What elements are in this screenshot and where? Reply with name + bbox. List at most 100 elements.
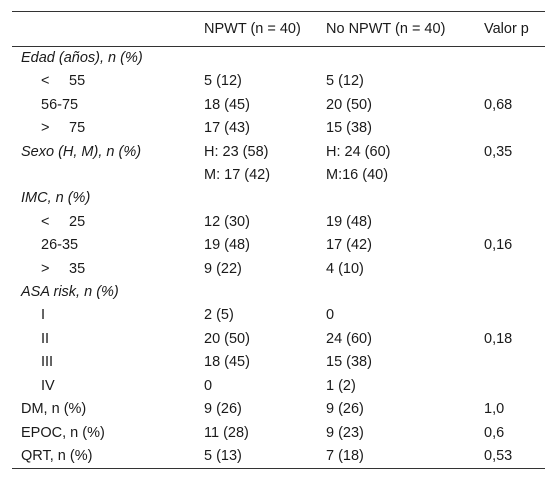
- cell-p-value: 0,35: [484, 143, 513, 160]
- row-label-text: 55: [69, 73, 86, 90]
- row-label-text: IMC, n (%): [21, 190, 91, 207]
- cell-npwt: M: 17 (42): [204, 167, 271, 184]
- comparison-symbol: >: [41, 260, 50, 277]
- row-label-text: DM, n (%): [21, 401, 87, 418]
- cell-no-npwt: 7 (18): [326, 447, 364, 464]
- row-label: >35: [12, 258, 195, 281]
- row-label: <55: [12, 70, 195, 93]
- cell-p-value: [479, 187, 545, 210]
- table-header: NPWT (n = 40) No NPWT (n = 40) Valor p: [12, 11, 545, 47]
- row-label: III: [12, 351, 195, 374]
- row-label: Edad (años), n (%): [12, 47, 195, 71]
- cell-p-value: [479, 258, 545, 281]
- cell-p-value: [479, 281, 545, 304]
- cell-no-npwt: 9 (26): [326, 401, 364, 418]
- cell-p-value: 1,0: [484, 401, 505, 418]
- cell-no-npwt: M:16 (40): [326, 167, 389, 184]
- table-row: I 2 (5) 0: [12, 304, 545, 327]
- header-no-npwt: No NPWT (n = 40): [326, 21, 446, 37]
- cell-npwt: 18 (45): [204, 354, 250, 371]
- cell-no-npwt: 15 (38): [326, 120, 372, 137]
- cell-p-value: 0,6: [484, 424, 505, 441]
- row-label: QRT, n (%): [12, 445, 195, 469]
- table-row: 56-75 18 (45) 20 (50) 0,68: [12, 94, 545, 117]
- cell-no-npwt: 15 (38): [326, 354, 372, 371]
- cell-p-value: 0,18: [484, 330, 513, 347]
- table-row: III 18 (45) 15 (38): [12, 351, 545, 374]
- cell-no-npwt: 1 (2): [326, 377, 356, 394]
- cell-p-value: [479, 47, 545, 71]
- cell-p-value: [479, 375, 545, 398]
- row-label-text: Edad (años), n (%): [21, 50, 143, 66]
- row-label-text: 56-75: [41, 96, 79, 113]
- cell-npwt: [195, 47, 323, 71]
- cell-npwt: 2 (5): [204, 307, 234, 324]
- cell-p-value: 0,53: [484, 447, 513, 464]
- table-row: >75 17 (43) 15 (38): [12, 117, 545, 140]
- table-row: <55 5 (12) 5 (12): [12, 70, 545, 93]
- cell-p-value: [479, 164, 545, 187]
- cell-no-npwt: 17 (42): [326, 237, 372, 254]
- cell-npwt: 9 (26): [204, 401, 242, 418]
- cell-no-npwt: [323, 281, 479, 304]
- cell-npwt: 18 (45): [204, 96, 250, 113]
- table-row: Sexo (H, M), n (%) H: 23 (58) H: 24 (60) 0,…: [12, 141, 545, 164]
- cell-npwt: [195, 187, 323, 210]
- cell-no-npwt: 20 (50): [326, 96, 372, 113]
- cell-no-npwt: 4 (10): [326, 260, 364, 277]
- row-label: [12, 164, 195, 187]
- cell-p-value: [479, 211, 545, 234]
- row-label: 56-75: [12, 94, 195, 117]
- row-label: Sexo (H, M), n (%): [12, 141, 195, 164]
- table-row: IV 0 1 (2): [12, 375, 545, 398]
- row-label-text: III: [41, 354, 54, 371]
- cell-npwt: 11 (28): [204, 424, 249, 441]
- header-row: NPWT (n = 40) No NPWT (n = 40) Valor p: [12, 11, 545, 47]
- row-label-text: IV: [41, 377, 55, 394]
- table-row: >35 9 (22) 4 (10): [12, 258, 545, 281]
- row-label: IV: [12, 375, 195, 398]
- row-label: >75: [12, 117, 195, 140]
- table-row: <25 12 (30) 19 (48): [12, 211, 545, 234]
- cell-no-npwt: 5 (12): [326, 73, 364, 90]
- row-label-text: 26-35: [41, 237, 79, 254]
- row-label: II: [12, 328, 195, 351]
- cell-npwt: 19 (48): [204, 237, 250, 254]
- row-label: ASA risk, n (%): [12, 281, 195, 304]
- comparison-symbol: <: [41, 73, 50, 90]
- cell-no-npwt: H: 24 (60): [326, 143, 391, 160]
- data-table: NPWT (n = 40) No NPWT (n = 40) Valor p E…: [12, 11, 545, 469]
- cell-no-npwt: 0: [326, 307, 335, 324]
- header-variable: [12, 12, 195, 47]
- row-label-text: 75: [69, 120, 86, 137]
- row-label: IMC, n (%): [12, 187, 195, 210]
- row-label: 26-35: [12, 234, 195, 257]
- header-npwt: NPWT (n = 40): [204, 21, 301, 37]
- cell-no-npwt: [323, 187, 479, 210]
- row-label: <25: [12, 211, 195, 234]
- row-label: EPOC, n (%): [12, 422, 195, 445]
- cell-p-value: [479, 117, 545, 140]
- row-label-text: I: [41, 307, 46, 324]
- cell-p-value: [479, 351, 545, 374]
- comparison-symbol: <: [41, 213, 50, 230]
- cell-no-npwt: 24 (60): [326, 330, 372, 347]
- table-row: 26-35 19 (48) 17 (42) 0,16: [12, 234, 545, 257]
- cell-p-value: [479, 70, 545, 93]
- cell-npwt: 9 (22): [204, 260, 242, 277]
- cell-no-npwt: 9 (23): [326, 424, 364, 441]
- table-body: Edad (años), n (%) <55 5 (12) 5 (12) 56-75 18…: [12, 47, 545, 469]
- cell-p-value: 0,16: [484, 237, 513, 254]
- table-row: EPOC, n (%) 11 (28) 9 (23) 0,6: [12, 422, 545, 445]
- cell-npwt: 12 (30): [204, 213, 250, 230]
- cell-npwt: [195, 281, 323, 304]
- cell-npwt: 0: [204, 377, 213, 394]
- row-label-text: Sexo (H, M), n (%): [21, 143, 142, 160]
- cell-p-value: 0,68: [484, 96, 513, 113]
- comparison-symbol: >: [41, 120, 50, 137]
- cell-npwt: 5 (12): [204, 73, 242, 90]
- cell-no-npwt: [323, 47, 479, 71]
- row-label: I: [12, 304, 195, 327]
- row-label-text: EPOC, n (%): [21, 424, 105, 441]
- table-row: ASA risk, n (%): [12, 281, 545, 304]
